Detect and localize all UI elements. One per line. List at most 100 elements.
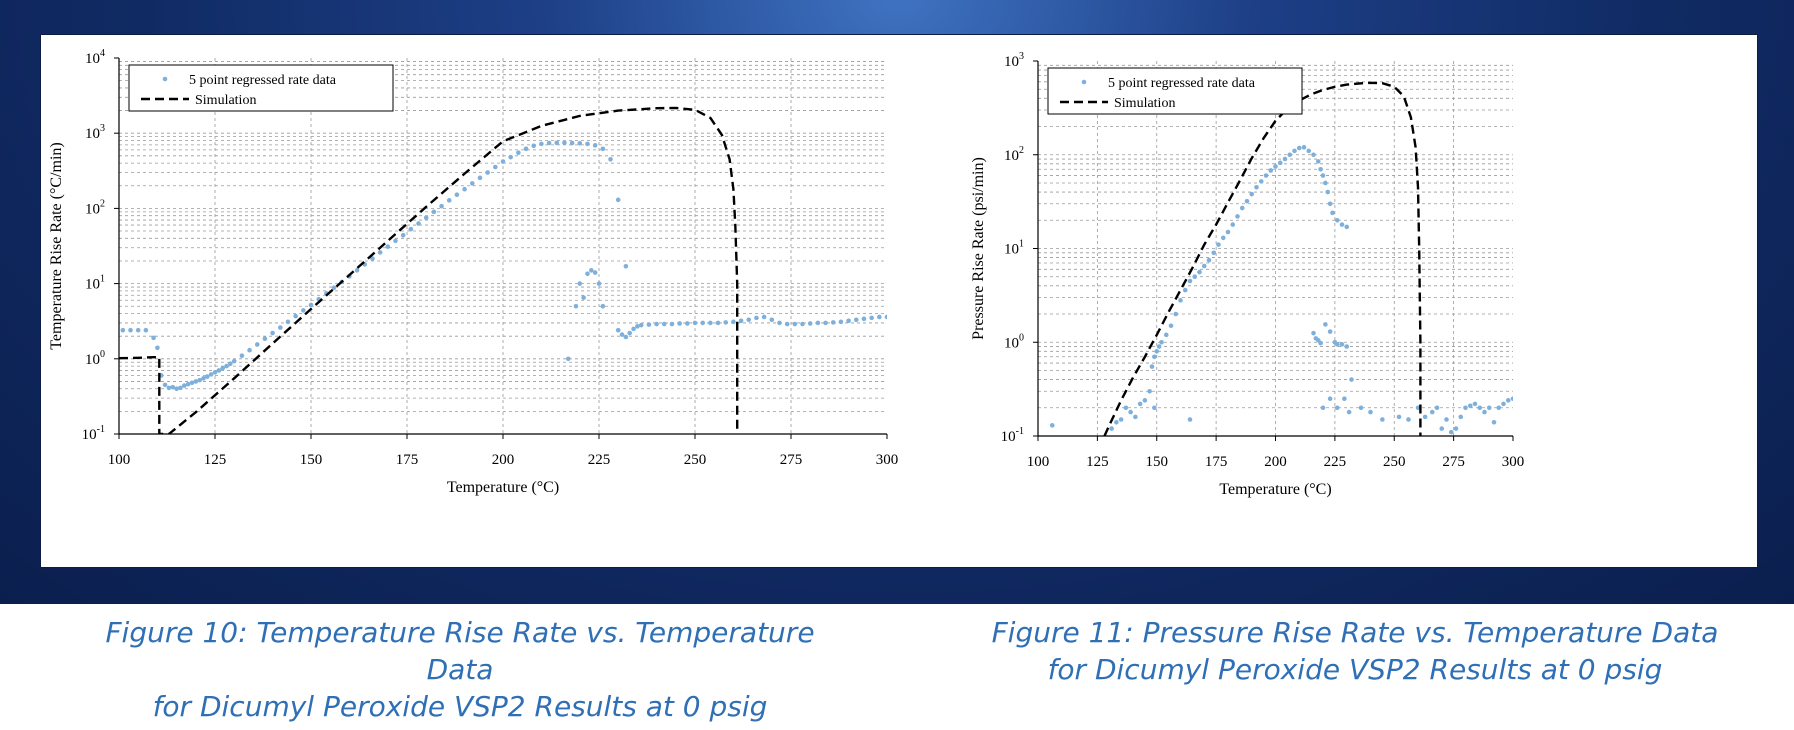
data-point: [581, 295, 586, 300]
x-tick-label: 100: [108, 452, 131, 468]
data-point: [1168, 323, 1174, 329]
data-point: [1225, 229, 1231, 235]
data-point: [546, 140, 552, 146]
data-point: [1486, 405, 1492, 411]
data-point: [577, 140, 583, 146]
data-point: [1496, 405, 1502, 411]
data-point: [565, 356, 571, 362]
data-point: [1296, 145, 1302, 151]
data-point: [423, 215, 429, 221]
data-point: [1258, 179, 1264, 184]
data-point: [135, 327, 141, 333]
data-point: [1277, 160, 1283, 166]
x-tick-label: 225: [588, 452, 611, 468]
data-point: [884, 314, 887, 320]
simulation-line: [119, 106, 739, 434]
data-point: [1216, 242, 1221, 247]
data-point: [1154, 349, 1160, 354]
data-point: [1249, 191, 1255, 197]
data-point: [1220, 235, 1226, 241]
legend-label: Simulation: [1114, 96, 1175, 111]
data-point: [677, 321, 682, 326]
legend-label: 5 point regressed rate data: [1108, 76, 1256, 91]
pressure-rise-rate-chart: 100 125 150 175 200 225 250 275 300 10-1 100 101 102…: [907, 35, 1757, 567]
data-point: [293, 313, 298, 319]
x-tick-label: 275: [780, 452, 803, 468]
y-axis-title: Pressure Rise Rate (psi/min): [970, 157, 987, 340]
legend-box: [128, 64, 394, 112]
x-axis-title: Temperature (°C): [447, 479, 559, 496]
data-point: [1173, 311, 1179, 317]
data-point: [1049, 423, 1055, 428]
data-point: [1178, 298, 1183, 303]
data-point: [1182, 287, 1188, 293]
x-tick-label: 250: [684, 452, 707, 468]
data-point: [1342, 396, 1347, 401]
x-tick-label: 200: [1264, 454, 1287, 470]
x-axis-title: Temperature (°C): [1219, 481, 1331, 498]
data-point: [1123, 405, 1129, 411]
data-point: [212, 370, 218, 375]
data-point: [516, 150, 521, 156]
data-point: [585, 141, 590, 147]
legend-label: 5 point regressed rate data: [189, 73, 337, 88]
data-point: [1149, 364, 1155, 369]
data-point: [615, 327, 621, 333]
data-point: [1349, 377, 1354, 382]
data-point: [1501, 401, 1506, 407]
data-point: [370, 256, 375, 261]
simulation-line: [1103, 81, 1422, 436]
temperature-rise-rate-chart: 100 125 150 175 200 225 250 275 300 10-1 100 101 102…: [41, 35, 901, 567]
legend-box: [1047, 67, 1303, 115]
data-point: [1292, 148, 1297, 154]
data-point: [1510, 396, 1513, 401]
data-point: [627, 330, 633, 336]
data-point: [861, 316, 867, 322]
data-point: [205, 374, 210, 379]
data-point: [769, 317, 775, 323]
data-point: [354, 268, 360, 273]
data-point: [454, 192, 460, 198]
data-point: [815, 320, 821, 326]
data-point: [270, 330, 275, 336]
data-point: [1301, 145, 1307, 150]
data-point: [181, 383, 187, 388]
x-tick-label: 125: [1086, 454, 1109, 470]
data-point: [285, 319, 291, 325]
data-point: [754, 315, 759, 321]
data-point: [800, 321, 805, 327]
data-point: [1327, 201, 1333, 207]
data-point: [792, 321, 798, 327]
data-point: [262, 336, 268, 342]
data-point: [600, 146, 606, 152]
data-point: [446, 198, 452, 203]
data-point: [185, 381, 191, 387]
data-point: [228, 361, 233, 367]
legend: 5 point regressed rate data Simulation: [128, 64, 394, 112]
data-point: [1323, 180, 1328, 186]
data-point: [777, 320, 782, 326]
x-tick-label: 200: [492, 452, 515, 468]
data-point: [596, 281, 602, 286]
data-point: [661, 321, 667, 327]
legend-label: Simulation: [195, 93, 256, 108]
data-point: [247, 347, 252, 353]
data-point: [1163, 332, 1169, 338]
data-point: [1458, 414, 1464, 420]
data-point: [638, 322, 644, 328]
data-point: [1187, 278, 1193, 284]
data-point: [646, 322, 652, 327]
data-point: [1380, 417, 1385, 422]
legend: 5 point regressed rate data Simulation: [1047, 67, 1303, 115]
y-tick-label: 102: [1004, 145, 1024, 164]
data-point: [174, 386, 179, 392]
data-point: [1334, 342, 1340, 347]
data-point: [1334, 405, 1340, 411]
data-point: [408, 226, 414, 232]
data-point: [738, 318, 744, 324]
data-point: [830, 320, 836, 325]
data-point: [1156, 344, 1162, 349]
data-point: [208, 372, 214, 377]
data-point: [1230, 222, 1236, 227]
data-point: [1439, 426, 1445, 431]
